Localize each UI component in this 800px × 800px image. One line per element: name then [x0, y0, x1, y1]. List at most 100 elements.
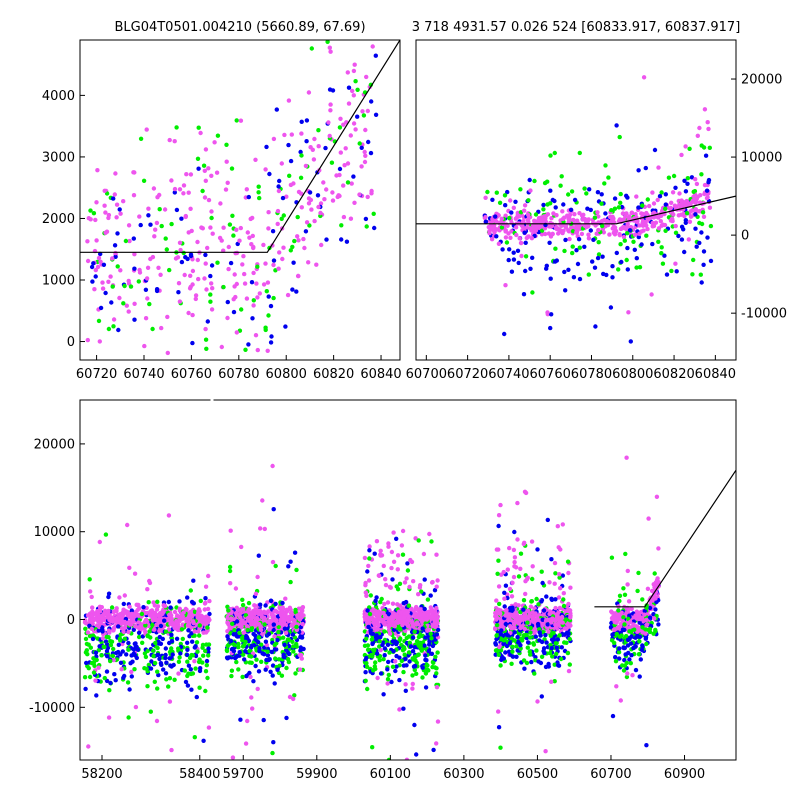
magenta-point: [90, 605, 95, 610]
magenta-point: [238, 225, 243, 231]
blue-point: [113, 254, 118, 259]
blue-point: [420, 665, 425, 670]
green-point: [631, 239, 636, 244]
magenta-point: [493, 610, 498, 616]
green-point: [155, 669, 160, 674]
green-point: [404, 635, 409, 641]
magenta-point: [196, 611, 201, 616]
green-point: [494, 622, 500, 628]
magenta-point: [496, 709, 501, 714]
green-point: [564, 617, 569, 622]
blue-point: [501, 641, 506, 647]
magenta-point: [265, 280, 271, 285]
blue-point: [523, 268, 528, 274]
green-point: [410, 673, 415, 678]
magenta-point: [95, 618, 101, 623]
magenta-point: [596, 227, 601, 233]
magenta-point: [370, 44, 375, 49]
magenta-point: [225, 315, 230, 321]
magenta-point: [240, 618, 245, 623]
green-point: [699, 143, 704, 148]
blue-point: [593, 324, 598, 329]
magenta-point: [507, 612, 512, 617]
blue-point: [272, 647, 278, 652]
magenta-point: [677, 202, 682, 207]
green-point: [291, 649, 296, 654]
green-point: [518, 551, 524, 556]
magenta-point: [106, 628, 112, 633]
blue-point: [636, 168, 641, 173]
magenta-point: [85, 630, 91, 635]
bottom-panel-points: [82, 455, 661, 778]
magenta-point: [397, 616, 403, 622]
blue-point: [549, 646, 554, 651]
magenta-point: [111, 657, 116, 663]
green-point: [256, 190, 261, 195]
magenta-point: [395, 567, 400, 572]
magenta-point: [550, 231, 555, 237]
green-point: [699, 221, 705, 227]
magenta-point: [209, 173, 214, 178]
green-point: [364, 636, 369, 641]
magenta-point: [280, 256, 285, 262]
magenta-point: [314, 262, 319, 267]
blue-point: [269, 334, 274, 339]
magenta-point: [250, 706, 255, 711]
green-point: [192, 735, 197, 740]
magenta-point: [435, 719, 441, 724]
blue-point: [373, 634, 379, 640]
green-point: [372, 664, 377, 669]
magenta-point: [341, 183, 346, 188]
blue-point: [412, 663, 418, 669]
blue-point: [386, 659, 391, 665]
blue-point: [706, 177, 712, 183]
blue-point: [89, 264, 95, 270]
blue-point: [699, 230, 704, 235]
magenta-point: [387, 616, 393, 621]
blue-point: [506, 257, 511, 263]
magenta-point: [100, 636, 106, 641]
blue-point: [625, 195, 630, 200]
green-point: [550, 654, 555, 659]
blue-point: [261, 652, 267, 657]
magenta-point: [172, 623, 177, 629]
green-point: [232, 642, 237, 648]
blue-point: [268, 303, 274, 309]
magenta-point: [176, 671, 181, 676]
magenta-point: [188, 172, 194, 177]
magenta-point: [263, 261, 268, 266]
magenta-point: [671, 212, 676, 217]
magenta-point: [242, 271, 247, 277]
green-point: [663, 228, 668, 233]
blue-point: [238, 717, 243, 722]
green-point: [295, 214, 300, 220]
green-point: [498, 745, 503, 750]
magenta-point: [385, 600, 391, 605]
magenta-point: [167, 137, 172, 143]
magenta-point: [704, 195, 710, 201]
blue-point: [494, 234, 499, 239]
magenta-point: [284, 194, 289, 199]
green-point: [234, 659, 239, 665]
green-point: [606, 175, 611, 180]
magenta-point: [366, 578, 372, 583]
magenta-point: [667, 206, 673, 211]
blue-point: [191, 578, 196, 583]
green-point: [371, 211, 376, 216]
blue-point: [502, 331, 507, 337]
blue-point: [372, 225, 377, 231]
green-point: [419, 589, 424, 594]
magenta-point: [288, 182, 294, 188]
magenta-point: [537, 612, 542, 618]
green-point: [401, 669, 406, 675]
blue-point: [497, 774, 501, 778]
green-point: [272, 642, 277, 648]
blue-point: [600, 254, 605, 259]
green-point: [290, 244, 295, 250]
blue-point: [208, 273, 213, 279]
magenta-point: [92, 611, 97, 616]
magenta-point: [97, 339, 103, 344]
magenta-point: [271, 136, 277, 142]
magenta-point: [295, 614, 300, 620]
blue-point: [507, 641, 513, 646]
